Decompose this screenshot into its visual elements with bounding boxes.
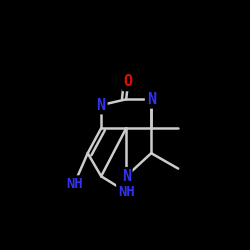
Text: O: O: [124, 74, 133, 90]
Text: NH: NH: [66, 177, 82, 191]
Text: N: N: [122, 169, 131, 184]
Text: N: N: [96, 98, 106, 112]
Text: N: N: [147, 92, 156, 107]
Text: NH: NH: [118, 185, 134, 199]
